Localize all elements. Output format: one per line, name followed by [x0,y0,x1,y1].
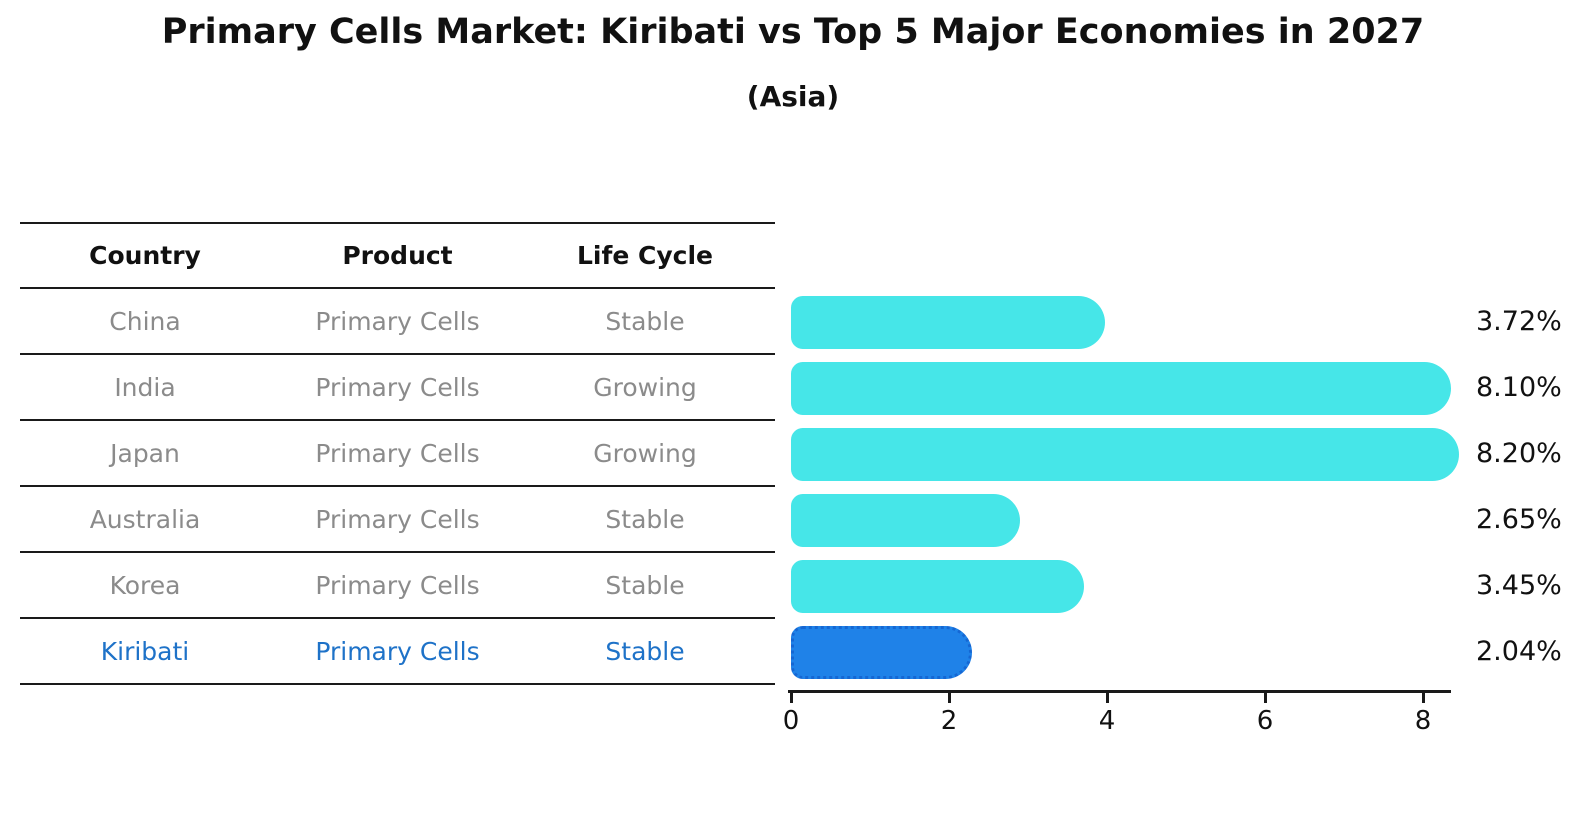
value-label-kiribati: 2.04% [1476,636,1562,667]
table-row-kiribati: Kiribati Primary Cells Stable [20,619,775,685]
column-header-country: Country [89,241,201,270]
cell-japan-life-cycle: Growing [593,438,697,468]
cell-australia-product: Primary Cells [315,504,480,534]
column-header-product: Product [342,241,453,270]
cell-korea-country: Korea [109,570,181,600]
x-tick-label-4: 4 [1098,706,1116,736]
cell-korea-life-cycle: Stable [605,570,685,600]
x-tick-8 [1421,693,1425,703]
cell-japan-product: Primary Cells [315,438,480,468]
table-body: China Primary Cells Stable India Primary Cel… [20,289,775,685]
x-tick-label-8: 8 [1414,706,1432,736]
bar-australia [791,493,1020,547]
value-label-japan: 8.20% [1476,438,1562,469]
bar-japan [791,427,1459,481]
cell-kiribati-product: Primary Cells [315,636,480,666]
table-row-australia: Australia Primary Cells Stable [20,487,775,553]
table-row-india: India Primary Cells Growing [20,355,775,421]
x-tick-label-2: 2 [940,706,958,736]
table-row-china: China Primary Cells Stable [20,289,775,355]
cell-australia-country: Australia [89,504,201,534]
x-tick-label-6: 6 [1256,706,1274,736]
country-table: Country Product Life Cycle China Primary … [20,222,775,685]
cell-india-product: Primary Cells [315,372,480,402]
cell-korea-product: Primary Cells [315,570,480,600]
x-tick-6 [1263,693,1267,703]
bar-india [791,361,1451,415]
table-row-japan: Japan Primary Cells Growing [20,421,775,487]
cell-china-life-cycle: Stable [605,306,685,336]
table-row-korea: Korea Primary Cells Stable [20,553,775,619]
bar-china [791,295,1105,349]
value-label-australia: 2.65% [1476,504,1562,535]
x-tick-0 [789,693,793,703]
value-label-china: 3.72% [1476,306,1562,337]
cell-india-life-cycle: Growing [593,372,697,402]
x-tick-4 [1105,693,1109,703]
chart-title: Primary Cells Market: Kiribati vs Top 5 … [161,12,1425,52]
x-tick-label-0: 0 [782,706,800,736]
cell-kiribati-country: Kiribati [100,636,190,666]
cell-china-product: Primary Cells [315,306,480,336]
cell-australia-life-cycle: Stable [605,504,685,534]
value-label-india: 8.10% [1476,372,1562,403]
bar-korea [791,559,1084,613]
value-label-korea: 3.45% [1476,570,1562,601]
cell-japan-country: Japan [110,438,180,468]
x-axis-line [788,690,1451,693]
bar-kiribati [791,625,972,679]
table-header-row: Country Product Life Cycle [20,222,775,289]
chart-subtitle: (Asia) [746,80,840,113]
column-header-life-cycle: Life Cycle [576,241,714,270]
cell-china-country: China [109,306,181,336]
cell-kiribati-life-cycle: Stable [605,636,685,666]
x-tick-2 [947,693,951,703]
cell-india-country: India [114,372,176,402]
